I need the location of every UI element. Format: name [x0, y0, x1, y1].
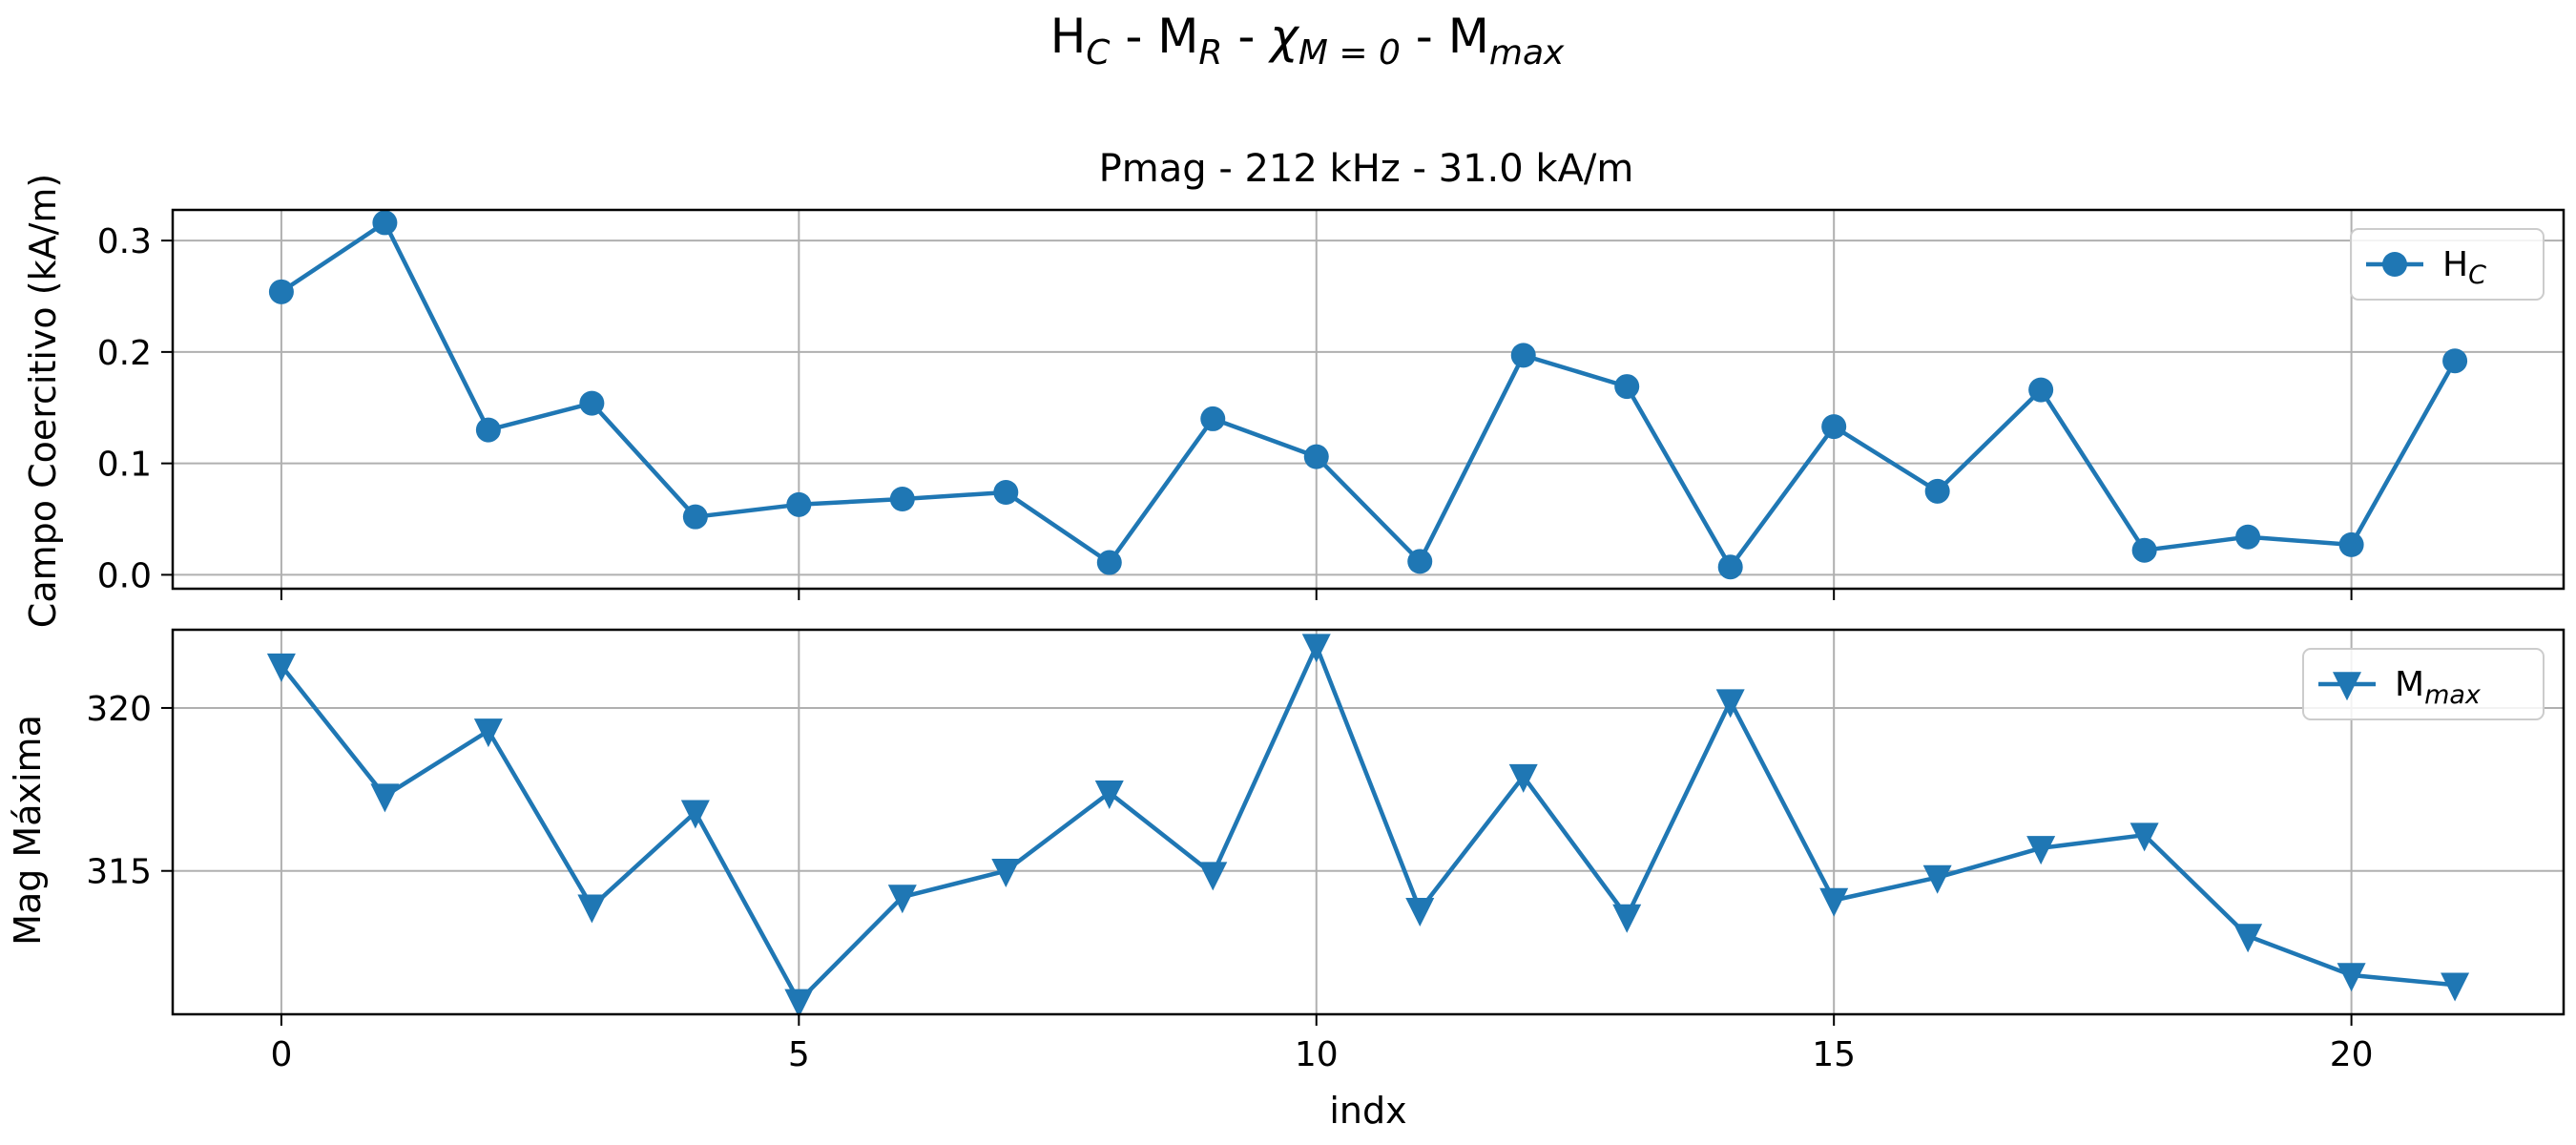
y-tick-label: 0.2 [97, 334, 152, 373]
data-point [2338, 531, 2364, 557]
legend-box [2350, 228, 2545, 301]
data-point [268, 279, 294, 304]
data-point [475, 417, 501, 443]
data-point [577, 894, 607, 924]
data-point [991, 858, 1021, 887]
data-point [2233, 924, 2263, 953]
y-tick-label: 0.0 [97, 556, 152, 595]
data-point [2235, 524, 2261, 550]
data-point [2131, 537, 2157, 563]
y-tick-label: 0.3 [97, 222, 152, 261]
legend-label: HC [2442, 245, 2486, 290]
data-point [1717, 554, 1743, 580]
y-tick-label: 0.1 [97, 446, 152, 485]
mmax-series [266, 634, 2470, 1018]
x-tick-label: 20 [2330, 1035, 2374, 1074]
x-ticks [280, 589, 2353, 600]
legend-box [2302, 648, 2545, 720]
data-point [2442, 348, 2468, 374]
y-axis-label-top: Campo Coercitivo (kA/m) [22, 174, 64, 628]
data-point [680, 800, 710, 829]
axes-frame [171, 208, 2566, 591]
data-point [1614, 374, 1640, 400]
data-point [1303, 444, 1329, 469]
y-tick-label: 315 [86, 853, 152, 892]
y-axis-label-bottom: Mag Máxima [7, 715, 49, 946]
data-point [1094, 781, 1124, 810]
data-point [266, 653, 296, 682]
data-point [1922, 864, 1952, 894]
y-ticks: 315 320 [86, 690, 173, 892]
data-point [1612, 904, 1642, 933]
data-point [2337, 963, 2366, 992]
data-point [1096, 550, 1122, 575]
x-axis-label: indx [1329, 1090, 1406, 1132]
data-point [370, 783, 400, 813]
data-point [1508, 763, 1538, 793]
y-tick-label: 320 [86, 690, 152, 729]
data-point [786, 491, 812, 517]
data-point [1715, 689, 1745, 718]
axes-title: Pmag - 212 kHz - 31.0 kA/m [1099, 147, 1634, 191]
grid-lines [173, 630, 2564, 1014]
data-point [1819, 887, 1849, 917]
legend: HC [2350, 228, 2545, 301]
max-magnetization-panel: 315 320 0 5 10 15 20 Mmax [86, 628, 2566, 1074]
x-tick-label: 10 [1295, 1035, 1339, 1074]
data-point [2026, 836, 2056, 865]
legend-marker [2333, 672, 2361, 701]
x-tick-label: 15 [1812, 1035, 1856, 1074]
data-point [2441, 972, 2470, 1002]
data-point [889, 487, 915, 512]
data-point [579, 390, 605, 416]
x-tick-label: 0 [270, 1035, 292, 1074]
x-ticks: 0 5 10 15 20 [270, 1014, 2374, 1074]
data-point [2129, 822, 2159, 852]
data-point [1821, 414, 1847, 440]
data-point [1924, 478, 1950, 504]
data-point [372, 210, 398, 236]
series-line [280, 220, 2458, 570]
data-point [2028, 377, 2054, 403]
legend: Mmax [2302, 648, 2545, 720]
legend-marker [2382, 252, 2407, 277]
y-ticks: 0.0 0.1 0.2 0.3 [97, 222, 173, 595]
data-point [1405, 897, 1435, 926]
coercive-field-panel: 0.0 0.1 0.2 0.3 HC [97, 208, 2566, 600]
hc-series [268, 210, 2468, 580]
figure-suptitle: HC - MR - χM = 0 - Mmax [1050, 9, 1565, 73]
data-point [784, 989, 814, 1018]
data-point [1198, 862, 1228, 891]
data-point [1301, 634, 1331, 663]
data-point [682, 504, 708, 530]
data-point [993, 479, 1019, 505]
data-point [1407, 549, 1433, 574]
data-point [1200, 406, 1226, 431]
x-tick-label: 5 [788, 1035, 810, 1074]
axes-frame [171, 628, 2566, 1016]
grid-lines [173, 210, 2564, 589]
data-point [1510, 343, 1536, 368]
data-point [473, 718, 503, 748]
data-point [887, 885, 917, 914]
legend-label: Mmax [2395, 665, 2482, 710]
series-line [280, 643, 2456, 1004]
